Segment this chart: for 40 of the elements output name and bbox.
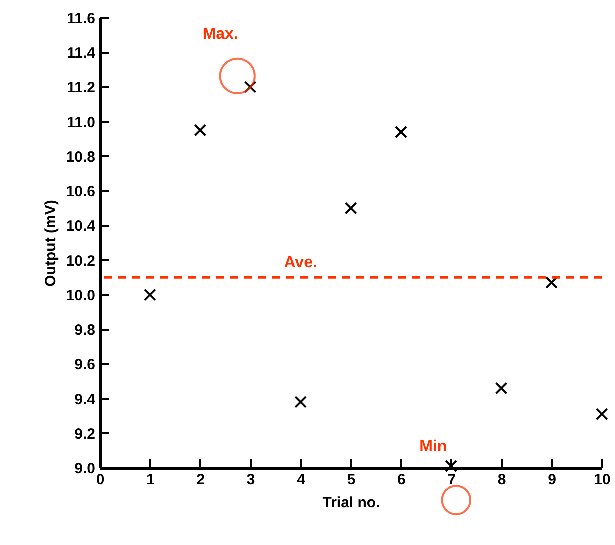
y-tick-label: 11.2 [67,80,96,97]
point [244,80,257,94]
x-axis-title: Trial no. [322,494,380,512]
y-tick-label: 10.0 [66,287,96,304]
point [546,276,558,290]
point [596,408,608,421]
point [495,382,508,395]
x-tick-label: 8 [498,472,506,488]
y-tick-label: 9.0 [74,460,96,478]
y-tick-label: 9.6 [74,356,96,374]
y-tick-label: 10.4 [66,218,96,236]
x-tick-label: 3 [246,472,256,488]
point [344,202,358,215]
annotation: Min [420,438,448,456]
point [394,126,408,138]
y-tick-label: 9.2 [74,426,96,443]
x-tick-label: 4 [297,472,306,488]
y-axis-title: Output (mV) [42,200,60,287]
y-tick-label: 10.8 [66,148,96,166]
point [194,124,207,137]
x-tick-label: 10 [594,472,611,488]
x-tick-label: 9 [548,472,556,488]
x-tick-label: 6 [398,472,406,488]
point [144,288,156,302]
annotation: Max. [202,26,238,44]
point [445,460,458,473]
x-tick-label: 7 [448,472,456,488]
y-tick-label: 9.8 [74,322,96,340]
x-tick-label: 1 [146,472,155,488]
y-tick-label: 11.0 [67,114,96,132]
y-tick-label: 10.2 [66,252,96,270]
y-tick-label: 11.4 [67,45,96,62]
x-tick-label: 2 [196,472,206,488]
ref-line-label: Ave. [284,254,318,272]
y-tick-label: 10.6 [66,184,96,201]
point [294,396,308,408]
x-tick-label: 0 [96,472,105,488]
y-tick-label: 9.4 [74,391,96,408]
x-tick-label: 5 [347,472,356,488]
y-tick-label: 11.6 [67,10,96,28]
